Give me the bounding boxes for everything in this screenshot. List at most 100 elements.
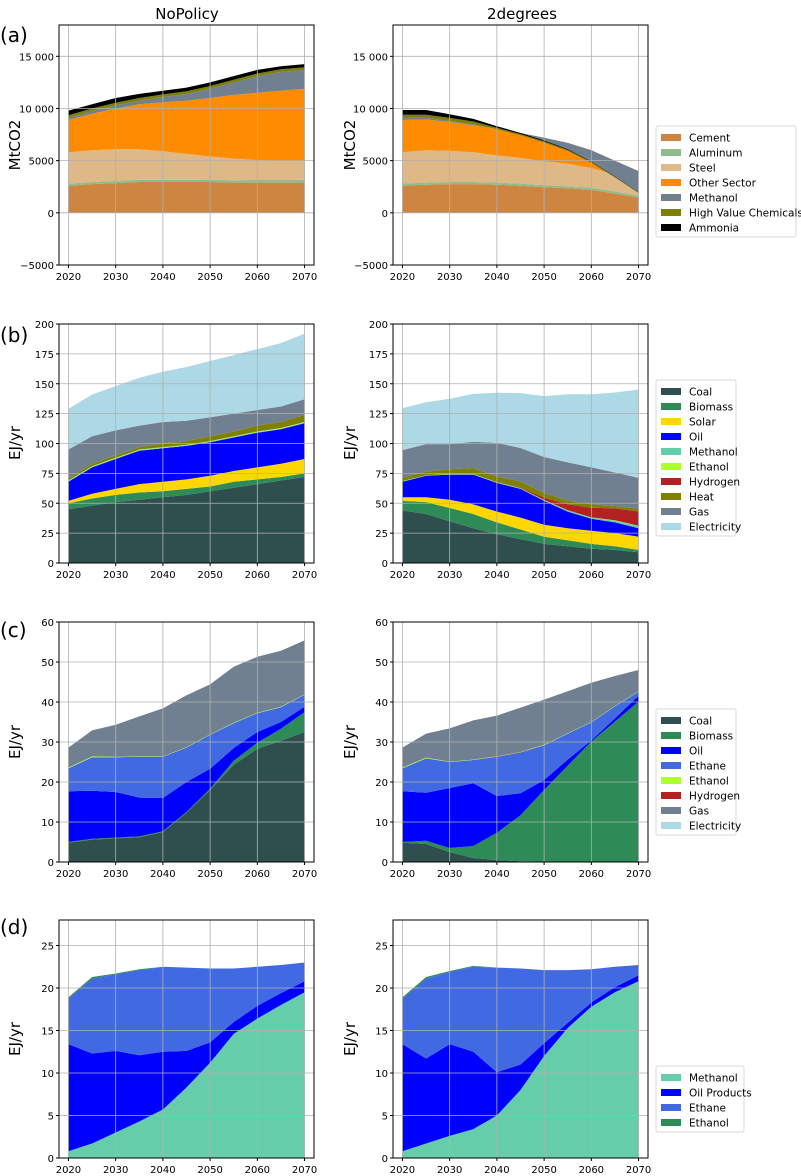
area-gas — [402, 670, 639, 768]
x-tick-label: 2050 — [197, 570, 222, 581]
legend-label: Coal — [689, 716, 712, 728]
x-tick-label: 2020 — [56, 1165, 81, 1176]
legend-swatch — [661, 194, 681, 201]
x-tick-label: 2040 — [150, 1165, 175, 1176]
x-tick-label: 2070 — [292, 272, 317, 283]
area-methanol — [68, 992, 305, 1158]
legend-label: Oil Products — [689, 1088, 752, 1100]
legend-swatch — [661, 224, 681, 231]
legend-swatch — [661, 388, 681, 395]
legend-swatch — [661, 747, 681, 754]
legend-label: Methanol — [689, 193, 738, 205]
legend-swatch — [661, 478, 681, 485]
legend-box — [655, 125, 797, 238]
column-title-nopolicy: NoPolicy — [155, 5, 219, 23]
y-tick-label: 20 — [375, 984, 388, 995]
x-tick-label: 2050 — [197, 869, 222, 880]
legend-swatch — [661, 149, 681, 156]
legend: Coal Biomass Oil Ethane Ethanol Hydrogen Gas El… — [655, 708, 741, 836]
legend-label: Cement — [689, 133, 730, 145]
x-tick-label: 2050 — [531, 570, 556, 581]
legend-swatch — [661, 732, 681, 739]
legend-label: Oil — [689, 432, 703, 444]
area-coal — [68, 732, 305, 862]
y-tick-label: 150 — [35, 380, 54, 391]
y-axis-label: MtCO2 — [341, 120, 359, 171]
legend-label: Electricity — [689, 821, 741, 833]
subplot-2degrees: 2020 2030 2040 2050 2060 2070 −5000 0 5000 10 000… — [341, 24, 651, 283]
y-tick-label: 25 — [41, 942, 54, 953]
x-tick-label: 2020 — [56, 272, 81, 283]
y-tick-label: 200 — [35, 320, 54, 331]
legend-label: Aluminum — [689, 148, 742, 160]
y-tick-label: 15 000 — [353, 52, 388, 63]
x-tick-label: 2040 — [484, 272, 509, 283]
y-axis-label: EJ/yr — [341, 1021, 359, 1056]
area-oil-products — [402, 975, 639, 1152]
legend-swatch — [661, 209, 681, 216]
x-tick-label: 2060 — [579, 1165, 604, 1176]
legend-swatch — [661, 1119, 681, 1126]
x-tick-label: 2070 — [626, 272, 651, 283]
legend-swatch — [661, 807, 681, 814]
legend-label: Biomass — [689, 402, 733, 414]
area-cement — [68, 182, 305, 213]
y-tick-label: 75 — [41, 469, 54, 480]
area-hydrogen — [402, 474, 639, 526]
y-tick-label: 15 — [375, 1027, 388, 1038]
x-tick-label: 2060 — [245, 1165, 270, 1176]
x-tick-label: 2050 — [197, 272, 222, 283]
axes-frame — [58, 919, 315, 1159]
area-oil — [68, 706, 305, 842]
area-ethane — [402, 691, 639, 796]
legend-label: Electricity — [689, 522, 741, 534]
x-tick-label: 2060 — [245, 272, 270, 283]
y-tick-label: 10 — [375, 1069, 388, 1080]
area-aluminum — [68, 179, 305, 186]
legend-swatch — [661, 777, 681, 784]
area-coal — [402, 510, 639, 563]
panel-b: (b) 2020 2030 2040 2050 2060 2070 0 25 50 75 100 125… — [0, 320, 741, 581]
y-axis-label: EJ/yr — [6, 724, 24, 759]
y-tick-label: 125 — [35, 410, 54, 421]
area-oil — [68, 423, 305, 501]
y-tick-label: 5 — [48, 1112, 54, 1123]
y-tick-label: 50 — [41, 499, 54, 510]
legend-swatch — [661, 1104, 681, 1111]
panel-d: (d)2020 2030 2040 2050 2060 20700510152025EJ/… — [0, 915, 752, 1176]
legend-swatch — [661, 403, 681, 410]
y-tick-label: 10 000 — [353, 104, 388, 115]
legend-label: Coal — [689, 387, 712, 399]
legend-label: Other Sector — [689, 178, 757, 190]
area-methanol — [402, 474, 639, 529]
legend-swatch — [661, 762, 681, 769]
x-tick-label: 2070 — [626, 570, 651, 581]
x-tick-label: 2070 — [626, 1165, 651, 1176]
x-tick-label: 2020 — [390, 1165, 415, 1176]
y-tick-label: 0 — [382, 1154, 388, 1165]
y-tick-label: 0 — [382, 858, 388, 869]
legend-swatch — [661, 1074, 681, 1081]
panel-label: (a) — [0, 23, 28, 47]
y-tick-label: −5000 — [20, 261, 54, 272]
legend-box — [655, 1065, 745, 1133]
y-tick-label: 50 — [41, 658, 54, 669]
y-tick-label: 175 — [35, 350, 54, 361]
legend-swatch — [661, 134, 681, 141]
area-cement — [402, 184, 639, 213]
legend-swatch — [661, 179, 681, 186]
area-coal — [68, 477, 305, 563]
y-tick-label: 50 — [375, 499, 388, 510]
legend-label: Steel — [689, 163, 716, 175]
area-biomass — [68, 473, 305, 510]
area-ethanol — [68, 962, 305, 999]
y-tick-label: 10 — [375, 818, 388, 829]
legend-label: Ethanol — [689, 776, 729, 788]
y-tick-label: 0 — [48, 209, 54, 220]
y-tick-label: 125 — [369, 410, 388, 421]
legend: Methanol Oil Products Ethane Ethanol — [655, 1065, 752, 1133]
axes-frame — [58, 24, 315, 266]
legend-label: Ethane — [689, 761, 726, 773]
legend-swatch — [661, 717, 681, 724]
